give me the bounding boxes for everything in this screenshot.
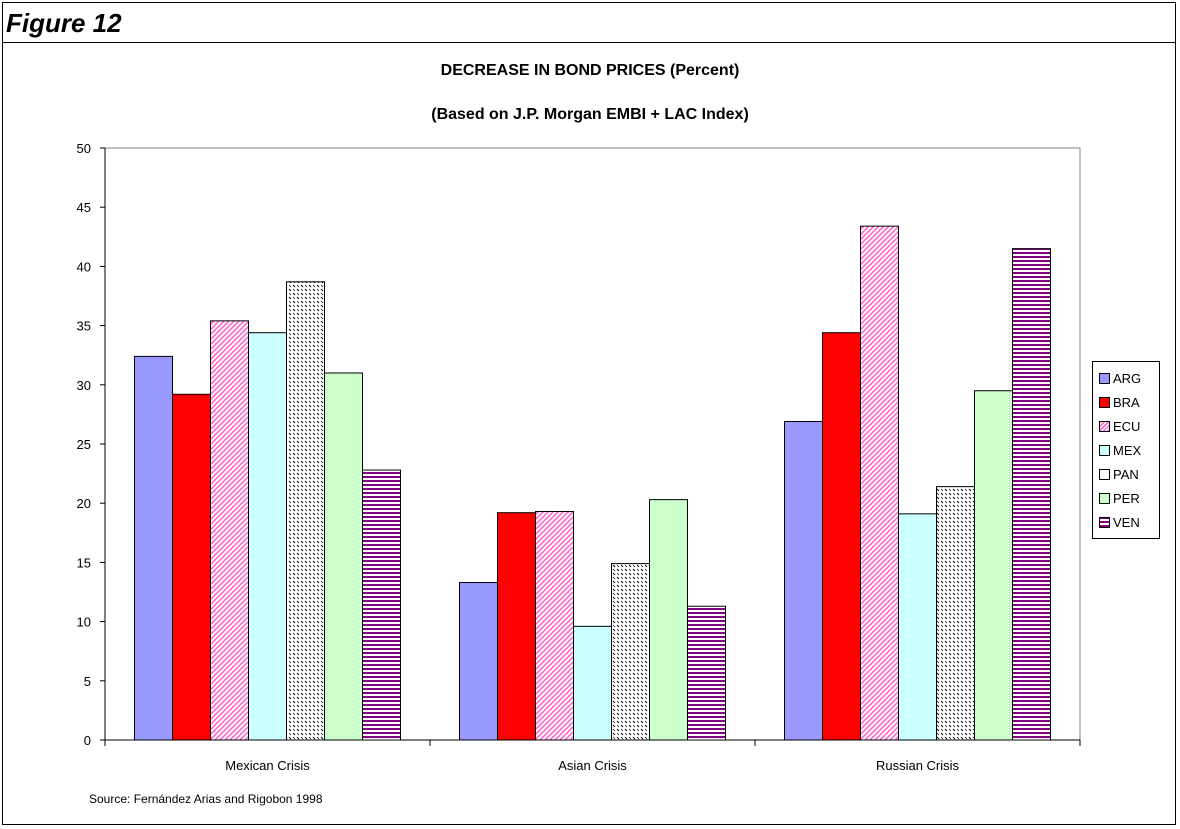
legend-swatch: [1099, 420, 1110, 432]
bar-mex: [248, 332, 287, 741]
legend-label: MEX: [1113, 442, 1142, 458]
legend-swatch: [1099, 372, 1110, 384]
bar-per: [649, 499, 688, 741]
y-tick-label: 0: [84, 733, 91, 748]
y-tick-label: 5: [84, 674, 91, 689]
bar-ecu: [535, 510, 574, 741]
legend-item-per: PER: [1093, 486, 1159, 510]
bar-pan: [611, 563, 650, 741]
x-tick-label: Mexican Crisis: [225, 758, 310, 773]
bar-arg: [784, 421, 823, 741]
y-tick-label: 25: [77, 437, 91, 452]
legend-swatch: [1099, 396, 1110, 408]
legend-swatch: [1099, 492, 1110, 504]
bar-ecu: [210, 320, 249, 741]
y-tick-label: 40: [77, 259, 91, 274]
legend-item-bra: BRA: [1093, 390, 1159, 414]
legend-label: PAN: [1113, 466, 1139, 482]
y-tick-label: 15: [77, 555, 91, 570]
legend-label: PER: [1113, 490, 1140, 506]
legend-swatch: [1099, 444, 1110, 456]
bar-per: [324, 372, 363, 741]
bar-bra: [172, 393, 211, 741]
legend-item-mex: MEX: [1093, 438, 1159, 462]
bar-per: [974, 390, 1013, 741]
bar-bra: [822, 332, 861, 741]
legend-item-arg: ARG: [1093, 366, 1159, 390]
bar-arg: [134, 355, 173, 741]
legend: ARG BRA ECU MEX PAN PER VEN: [1092, 361, 1160, 539]
legend-label: ARG: [1113, 370, 1142, 386]
bar-mex: [898, 513, 937, 741]
bar-mex: [573, 625, 612, 741]
legend-label: ECU: [1113, 418, 1141, 434]
chart-subtitle: (Based on J.P. Morgan EMBI + LAC Index): [431, 106, 749, 123]
header-rule: [2, 42, 1176, 43]
x-tick-label: Asian Crisis: [558, 758, 627, 773]
source-note: Source: Fernández Arias and Rigobon 1998: [89, 792, 323, 806]
bar-ven: [1012, 248, 1051, 741]
y-tick-label: 30: [77, 378, 91, 393]
bar-ecu: [860, 225, 899, 741]
y-tick-label: 35: [77, 319, 91, 334]
legend-item-pan: PAN: [1093, 462, 1159, 486]
chart-title: DECREASE IN BOND PRICES (Percent): [440, 62, 740, 79]
figure-label: Figure 12: [6, 8, 122, 38]
x-tick-label: Russian Crisis: [876, 758, 960, 773]
bar-pan: [936, 486, 975, 741]
y-tick-label: 20: [77, 496, 91, 511]
legend-swatch: [1099, 468, 1110, 480]
legend-label: BRA: [1113, 394, 1140, 410]
y-tick-label: 50: [77, 141, 91, 156]
legend-item-ven: VEN: [1093, 510, 1159, 534]
y-tick-label: 45: [77, 200, 91, 215]
bar-pan: [286, 281, 325, 741]
legend-item-ecu: ECU: [1093, 414, 1159, 438]
legend-label: VEN: [1113, 514, 1140, 530]
y-tick-label: 10: [77, 615, 91, 630]
bar-ven: [362, 469, 401, 741]
legend-swatch: [1099, 516, 1110, 528]
bar-ven: [687, 605, 726, 741]
bar-bra: [497, 512, 536, 741]
bar-arg: [459, 582, 498, 741]
